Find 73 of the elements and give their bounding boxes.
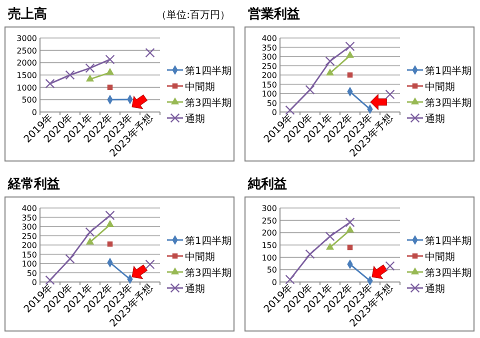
text: （単位:百万円）: [156, 9, 230, 21]
y-tick-label: 50: [26, 268, 37, 278]
y-tick-label: 0: [272, 108, 277, 117]
y-tick-label: 250: [22, 232, 37, 241]
y-tick-label: 400: [22, 204, 37, 213]
point: [385, 90, 395, 100]
point: [45, 78, 55, 88]
chart-title: 営業利益: [248, 6, 300, 22]
legend-label: 第1四半期: [185, 65, 232, 77]
y-tick-label: 2000: [16, 58, 37, 68]
legend-label: 通期: [425, 283, 445, 295]
y-tick-label: 150: [262, 80, 277, 90]
point: [285, 105, 295, 115]
y-tick-label: 200: [22, 241, 37, 250]
y-tick-label: 50: [266, 98, 277, 108]
y-tick-label: 0: [32, 108, 37, 117]
y-tick-label: 2500: [16, 46, 37, 56]
y-tick-label: 250: [262, 216, 277, 226]
legend-label: 通期: [185, 113, 205, 125]
y-tick-label: 100: [262, 90, 277, 98]
y-tick-label: 0: [272, 278, 277, 287]
y-tick-label: 250: [262, 62, 277, 71]
point: [85, 63, 95, 73]
y-tick-label: 100: [22, 260, 37, 268]
legend-label: 第3四半期: [185, 97, 232, 109]
legend-label: 第3四半期: [425, 267, 472, 279]
point: [345, 42, 355, 52]
legend-label: 第1四半期: [425, 65, 472, 77]
legend-label: 第3四半期: [185, 267, 232, 279]
legend-label: 通期: [425, 113, 445, 125]
y-tick-label: 500: [22, 96, 37, 105]
point: [325, 232, 335, 242]
chart-title: 売上高: [8, 6, 47, 22]
chart-title: 経常利益: [7, 176, 60, 192]
y-tick-label: 50: [266, 266, 277, 275]
point: [45, 275, 55, 285]
y-tick-label: 400: [262, 34, 277, 43]
y-tick-label: 150: [262, 241, 277, 250]
y-tick-label: 300: [262, 204, 277, 213]
y-tick-label: 1000: [16, 83, 37, 92]
legend-label: 第3四半期: [425, 97, 472, 109]
y-tick-label: 200: [262, 71, 277, 80]
legend-label: 通期: [185, 283, 205, 295]
legend-label: 中間期: [185, 81, 215, 93]
point: [65, 254, 75, 264]
point: [345, 217, 355, 228]
point: [385, 261, 395, 271]
legend-label: 中間期: [185, 251, 215, 263]
y-tick-label: 3000: [16, 34, 37, 43]
y-tick-label: 100: [262, 253, 277, 262]
legend-label: 第1四半期: [425, 235, 472, 247]
point: [105, 54, 115, 64]
point: [285, 274, 295, 284]
y-tick-label: 350: [262, 43, 277, 52]
point: [305, 84, 315, 95]
y-tick-label: 300: [262, 52, 277, 62]
y-tick-label: 1500: [16, 71, 37, 80]
point: [305, 249, 315, 259]
y-tick-label: 200: [262, 228, 277, 238]
point: [325, 56, 335, 66]
y-tick-label: 300: [22, 222, 37, 232]
y-tick-label: 0: [32, 278, 37, 287]
point: [65, 70, 75, 80]
point: [105, 210, 115, 220]
point: [145, 48, 155, 58]
y-tick-label: 350: [22, 213, 37, 222]
chart-title: 純利益: [247, 176, 287, 192]
legend-label: 中間期: [425, 251, 455, 263]
legend-label: 中間期: [425, 81, 455, 93]
point: [85, 227, 95, 237]
point: [145, 260, 155, 270]
y-tick-label: 150: [22, 250, 37, 260]
legend-label: 第1四半期: [185, 235, 232, 247]
